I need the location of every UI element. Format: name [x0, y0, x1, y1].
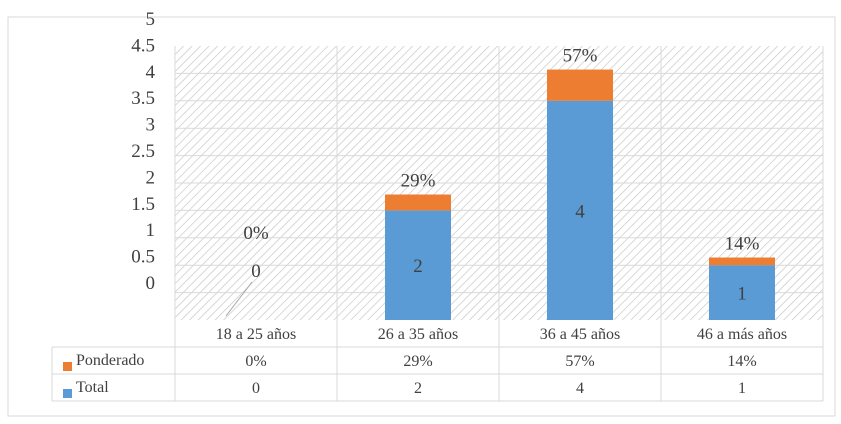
total-label: 0	[251, 261, 261, 282]
bar-total	[385, 210, 451, 320]
category-label: 36 a 45 años	[540, 326, 620, 343]
bar-ponderado	[385, 194, 451, 211]
legend-label: Total	[76, 379, 109, 396]
bar-total	[709, 265, 775, 320]
data-table: 18 a 25 años 26 a 35 años 36 a 45 años 46 a…	[51, 320, 824, 402]
data-labels: 0 0% 2 29% 4 57% 1 14%	[225, 46, 760, 317]
category-label: 46 a más años	[697, 326, 787, 343]
y-tick-label: 3	[146, 115, 156, 136]
y-tick-label: 2	[146, 167, 156, 188]
y-tick-label: 2.5	[131, 141, 155, 162]
table-cell: 1	[738, 380, 746, 397]
total-label: 2	[413, 256, 423, 277]
y-tick-label: 0.5	[131, 247, 155, 268]
ponderado-label: 57%	[563, 46, 598, 67]
total-label: 1	[737, 284, 747, 305]
legend-key	[63, 362, 72, 371]
bars	[385, 69, 775, 320]
y-tick-label: 0	[146, 273, 156, 294]
category-label: 18 a 25 años	[216, 326, 296, 343]
chart-border	[7, 16, 836, 417]
leader-line	[225, 281, 253, 317]
table-cell: 57%	[565, 353, 594, 370]
y-axis-ticks: 5 4.5 4 3.5 3 2.5 2 1.5 1 0.5 0	[131, 9, 155, 294]
y-tick-label: 4	[146, 62, 156, 83]
bar-ponderado	[709, 257, 775, 266]
table-cell: 2	[414, 380, 422, 397]
y-tick-label: 1.5	[131, 194, 155, 215]
y-tick-label: 3.5	[131, 88, 155, 109]
table-cell: 0	[252, 380, 260, 397]
total-label: 4	[575, 201, 585, 222]
table-cell: 29%	[403, 353, 432, 370]
table-cell: 4	[576, 380, 584, 397]
ponderado-label: 29%	[401, 171, 436, 192]
gridlines	[174, 46, 824, 320]
ponderado-label: 14%	[725, 234, 760, 255]
bar-ponderado	[547, 69, 613, 101]
ponderado-label: 0%	[243, 223, 269, 244]
y-tick-label: 5	[146, 9, 156, 30]
category-label: 26 a 35 años	[378, 326, 458, 343]
legend-label: Ponderado	[76, 352, 144, 369]
y-tick-label: 1	[146, 220, 156, 241]
legend-key	[63, 389, 72, 398]
table-cell: 14%	[727, 353, 756, 370]
table-cell: 0%	[245, 353, 266, 370]
bar-total	[547, 100, 613, 320]
y-tick-label: 4.5	[131, 35, 155, 56]
